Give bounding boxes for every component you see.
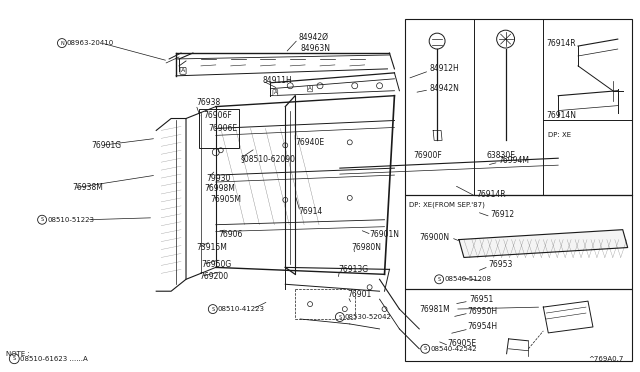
Text: 76900N: 76900N: [419, 233, 449, 242]
Bar: [405, 19, 632, 195]
Text: 76953: 76953: [489, 260, 513, 269]
Text: 76994M: 76994M: [499, 156, 530, 165]
Text: 08540-51208: 08540-51208: [444, 276, 491, 282]
Text: 76938M: 76938M: [72, 183, 103, 192]
Text: 76912: 76912: [491, 210, 515, 219]
Text: S: S: [13, 356, 16, 361]
Text: DP: XE(FROM SEP.'87): DP: XE(FROM SEP.'87): [410, 202, 485, 208]
Text: 76914N: 76914N: [547, 111, 576, 120]
Text: 76905M: 76905M: [211, 195, 242, 204]
Text: 76914R: 76914R: [547, 39, 576, 48]
Text: 08510-41223: 08510-41223: [218, 306, 265, 312]
Text: 84942N: 84942N: [429, 84, 459, 93]
Text: S: S: [438, 277, 441, 282]
Text: 76901N: 76901N: [370, 230, 399, 239]
Text: 76998M: 76998M: [204, 185, 235, 193]
Text: 08510-61623 ......A: 08510-61623 ......A: [20, 356, 88, 362]
Text: 84942Ø: 84942Ø: [298, 33, 328, 42]
Text: 76901G: 76901G: [92, 141, 122, 150]
Text: §08510-62090: §08510-62090: [241, 154, 296, 163]
Text: 76914R: 76914R: [477, 190, 506, 199]
Text: 63830E: 63830E: [487, 151, 516, 160]
Text: 08530-52042: 08530-52042: [345, 314, 392, 320]
Text: A: A: [308, 86, 312, 91]
Text: 76905E: 76905E: [447, 339, 476, 348]
Text: 08510-51223: 08510-51223: [47, 217, 94, 223]
Text: 76950G: 76950G: [201, 260, 231, 269]
Text: 76901: 76901: [348, 290, 372, 299]
Text: 84911H: 84911H: [262, 76, 292, 85]
Text: 79930: 79930: [206, 174, 230, 183]
Text: 76950H: 76950H: [467, 307, 497, 315]
Text: 76981M: 76981M: [419, 305, 450, 314]
Text: S: S: [424, 346, 427, 351]
Text: 84963N: 84963N: [300, 44, 330, 52]
Polygon shape: [459, 230, 628, 257]
Text: 76913G: 76913G: [338, 265, 368, 274]
Text: 76954H: 76954H: [467, 323, 497, 331]
Bar: [405, 289, 632, 361]
Text: 76906E: 76906E: [208, 124, 237, 133]
Text: 84912H: 84912H: [429, 64, 459, 73]
Text: 08540-42542: 08540-42542: [430, 346, 477, 352]
Text: ^769A0.7: ^769A0.7: [588, 356, 623, 362]
Text: 76900F: 76900F: [413, 151, 442, 160]
Text: S: S: [40, 217, 44, 222]
Text: 76906: 76906: [219, 230, 243, 239]
Text: 76951: 76951: [469, 295, 493, 304]
Text: 769200: 769200: [199, 272, 228, 281]
Bar: [405, 195, 632, 289]
Text: N: N: [60, 41, 64, 46]
Bar: [199, 109, 239, 148]
Text: A: A: [181, 68, 185, 73]
Text: 76914: 76914: [298, 207, 323, 216]
Text: S: S: [211, 307, 214, 312]
Text: NOTE :: NOTE :: [6, 351, 30, 357]
Text: 73915M: 73915M: [196, 243, 227, 252]
Text: 08963-20410: 08963-20410: [67, 40, 114, 46]
Text: A: A: [273, 90, 277, 95]
Text: 76938: 76938: [196, 98, 220, 107]
Text: 76980N: 76980N: [352, 243, 382, 252]
Text: 76940E: 76940E: [295, 138, 324, 147]
Text: 76906F: 76906F: [203, 111, 232, 120]
Text: S: S: [339, 314, 341, 320]
Text: DP: XE: DP: XE: [548, 132, 572, 138]
